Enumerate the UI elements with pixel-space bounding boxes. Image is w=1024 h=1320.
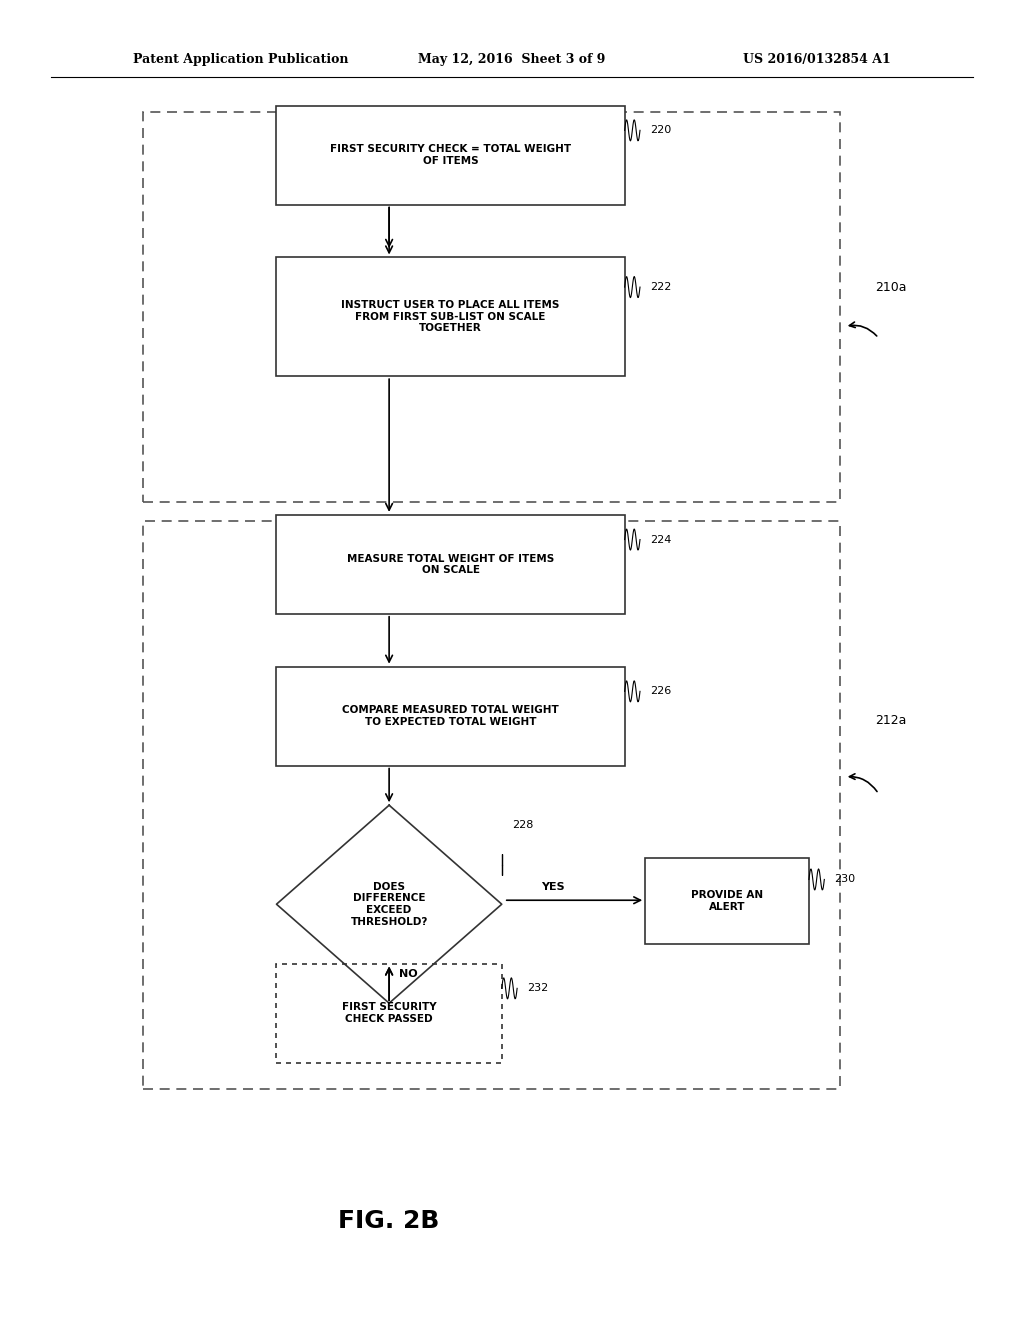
FancyBboxPatch shape (276, 106, 625, 205)
Text: YES: YES (541, 882, 565, 892)
Text: 228: 228 (512, 820, 534, 830)
Text: 222: 222 (650, 282, 672, 292)
Text: FIRST SECURITY
CHECK PASSED: FIRST SECURITY CHECK PASSED (342, 1002, 436, 1024)
Text: PROVIDE AN
ALERT: PROVIDE AN ALERT (691, 890, 763, 912)
Text: COMPARE MEASURED TOTAL WEIGHT
TO EXPECTED TOTAL WEIGHT: COMPARE MEASURED TOTAL WEIGHT TO EXPECTE… (342, 705, 559, 727)
Text: INSTRUCT USER TO PLACE ALL ITEMS
FROM FIRST SUB-LIST ON SCALE
TOGETHER: INSTRUCT USER TO PLACE ALL ITEMS FROM FI… (341, 300, 560, 334)
Text: 210a: 210a (876, 281, 907, 294)
Text: DOES
DIFFERENCE
EXCEED
THRESHOLD?: DOES DIFFERENCE EXCEED THRESHOLD? (350, 882, 428, 927)
Text: FIG. 2B: FIG. 2B (339, 1209, 439, 1233)
Text: MEASURE TOTAL WEIGHT OF ITEMS
ON SCALE: MEASURE TOTAL WEIGHT OF ITEMS ON SCALE (347, 553, 554, 576)
Text: May 12, 2016  Sheet 3 of 9: May 12, 2016 Sheet 3 of 9 (419, 53, 605, 66)
FancyBboxPatch shape (276, 257, 625, 376)
Text: NO: NO (399, 969, 418, 979)
Text: 230: 230 (835, 874, 856, 884)
Text: US 2016/0132854 A1: US 2016/0132854 A1 (743, 53, 891, 66)
Text: 232: 232 (527, 983, 549, 994)
FancyBboxPatch shape (645, 858, 809, 944)
Polygon shape (276, 805, 502, 1003)
FancyBboxPatch shape (276, 515, 625, 614)
FancyBboxPatch shape (276, 667, 625, 766)
Text: FIRST SECURITY CHECK = TOTAL WEIGHT
OF ITEMS: FIRST SECURITY CHECK = TOTAL WEIGHT OF I… (330, 144, 571, 166)
Text: 212a: 212a (876, 714, 907, 726)
Text: 224: 224 (650, 535, 672, 545)
Text: Patent Application Publication: Patent Application Publication (133, 53, 348, 66)
Text: 226: 226 (650, 686, 672, 697)
FancyBboxPatch shape (276, 964, 502, 1063)
Text: 220: 220 (650, 125, 672, 136)
